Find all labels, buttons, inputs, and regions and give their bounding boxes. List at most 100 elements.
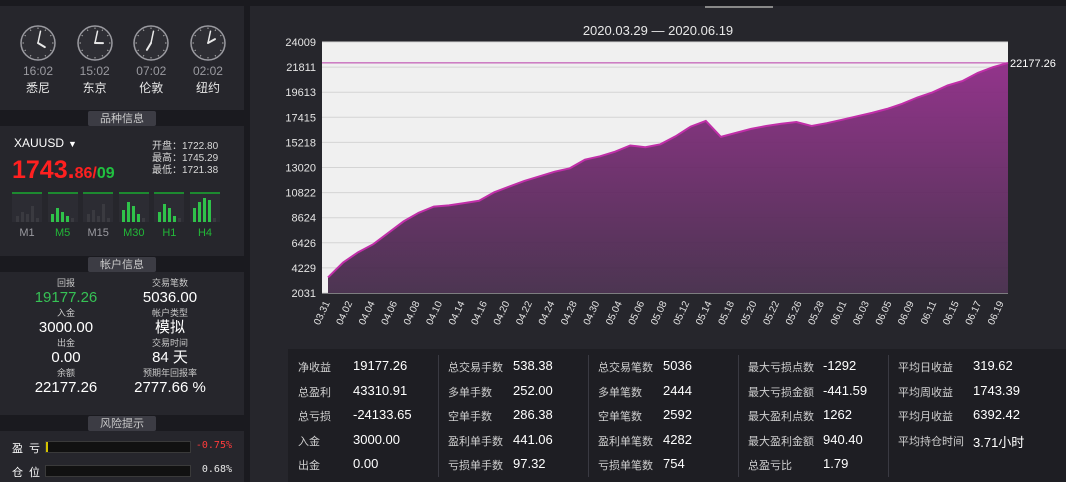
profit-label: 回报 <box>56 278 75 288</box>
stat-label: 盈利单笔数 <box>598 434 653 448</box>
world-clocks: 16:02 悉尼 15:02 东京 07:02 伦敦 02:02 纽约 <box>18 24 228 96</box>
timeframe-m30[interactable]: M30 <box>118 192 149 239</box>
stat-label: 亏损单手数 <box>448 459 503 472</box>
clock-time: 02:02 <box>192 64 223 78</box>
account-balance: 余额 22177.26 <box>16 368 116 397</box>
stat-value: 1743.39 <box>973 382 1020 398</box>
section-title: 风险提示 <box>88 416 156 431</box>
timeframe-label: H1 <box>162 227 177 239</box>
equity-chart: 24009 21811 19613 17415 15218 13020 10822 8624 6… <box>285 37 1055 327</box>
stat-value: 538.38 <box>513 358 553 373</box>
x-tick-label: 06.15 <box>941 299 962 327</box>
stat-label: 最大亏损点数 <box>748 361 814 374</box>
y-tick-label: 15218 <box>285 137 316 149</box>
x-tick-label: 04.02 <box>335 299 356 327</box>
stat-label: 空单笔数 <box>598 410 642 423</box>
stat-label: 平均日收益 <box>898 361 953 374</box>
stat-value: 19177.26 <box>353 358 408 373</box>
timeframe-h4[interactable]: H4 <box>189 192 220 239</box>
section-header-risk: 风险提示 <box>0 415 244 431</box>
x-tick-label: 06.17 <box>964 299 985 327</box>
clock-icon <box>133 25 170 61</box>
stats-divider <box>738 355 739 477</box>
clock-icon <box>190 25 226 61</box>
high-price: 最高：1745.29 <box>152 153 219 164</box>
x-tick-label: 05.08 <box>649 299 670 327</box>
stat-value: -24133.65 <box>353 407 412 422</box>
x-tick-label: 05.06 <box>627 299 648 327</box>
stat-label: 总盈亏比 <box>748 459 792 472</box>
stat-value: -1292 <box>823 358 857 373</box>
account-withdraw: 出金 0.00 <box>16 338 116 367</box>
x-tick-label: 04.06 <box>380 299 401 327</box>
price-alt: 09 <box>96 165 115 182</box>
low-price: 最低：1721.38 <box>152 165 219 176</box>
x-tick-label: 05.22 <box>762 299 783 327</box>
profit-value: 19177.26 <box>34 289 98 306</box>
stat-label: 多单笔数 <box>598 385 642 399</box>
risk-label: 盈亏 <box>12 442 46 455</box>
signal-bars <box>118 192 149 222</box>
stats-divider <box>888 355 889 477</box>
x-tick-label: 05.18 <box>717 299 738 327</box>
stat-value: 3000.00 <box>353 431 400 447</box>
risk-bar <box>45 465 191 477</box>
price-fraction: 86 <box>74 165 93 182</box>
caret-down-icon: ▼ <box>68 139 77 149</box>
period-label: 交易时间 <box>151 338 188 348</box>
x-tick-label: 05.28 <box>806 299 827 327</box>
stat-label: 总盈利 <box>298 385 331 399</box>
x-tick-label: 06.09 <box>896 299 917 327</box>
x-tick-label: 04.22 <box>514 299 535 327</box>
open-price: 开盘：1722.80 <box>152 141 219 152</box>
type-label: 帐户类型 <box>151 308 188 318</box>
balance-label: 余额 <box>56 368 75 378</box>
timeframe-m15[interactable]: M15 <box>83 192 114 239</box>
stat-label: 多单手数 <box>448 385 492 399</box>
symbol-name: XAUUSD <box>14 136 65 150</box>
x-tick-label: 06.19 <box>986 299 1007 327</box>
x-tick-label: 05.14 <box>694 299 715 327</box>
clock-time: 07:02 <box>136 64 167 78</box>
timeframe-m5[interactable]: M5 <box>47 192 78 239</box>
y-tick-label: 10822 <box>285 188 316 200</box>
clock-newyork: 02:02 纽约 <box>188 24 228 96</box>
x-tick-label: 06.03 <box>851 299 872 327</box>
stat-value: 3.71小时 <box>973 434 1025 450</box>
risk-fill <box>46 442 48 452</box>
x-tick-label: 04.16 <box>469 299 490 327</box>
timeframe-label: M1 <box>19 227 35 239</box>
stat-value: 754 <box>663 456 685 471</box>
y-tick-label: 19613 <box>285 87 316 99</box>
x-tick-label: 04.24 <box>537 299 558 327</box>
x-tick-label: 04.28 <box>559 299 580 327</box>
clock-city: 悉尼 <box>25 81 50 95</box>
clock-sydney: 16:02 悉尼 <box>18 24 58 96</box>
timeframe-label: H4 <box>197 227 212 239</box>
account-period: 交易时间 84 天 <box>120 338 220 367</box>
timeframe-h1[interactable]: H1 <box>154 192 185 239</box>
stat-label: 平均周收益 <box>898 385 953 399</box>
stat-value: 441.06 <box>513 431 553 447</box>
risk-label: 仓位 <box>12 466 46 479</box>
timeframe-m1[interactable]: M1 <box>12 192 42 239</box>
account-type: 帐户类型 模拟 <box>120 308 220 337</box>
clock-london: 07:02 伦敦 <box>131 24 171 96</box>
clock-city: 东京 <box>82 81 107 95</box>
stat-value: 43310.91 <box>353 382 408 398</box>
symbol-selector[interactable]: XAUUSD ▼ <box>14 136 77 150</box>
y-tick-label: 2031 <box>292 288 316 300</box>
clock-city: 纽约 <box>195 81 220 95</box>
y-tick-label: 6426 <box>292 238 316 250</box>
clock-city: 伦敦 <box>139 81 164 95</box>
timeframe-label: M30 <box>123 227 145 239</box>
equity-line <box>327 61 1009 279</box>
clock-time: 16:02 <box>22 64 54 78</box>
timeframe-label: M15 <box>87 227 109 239</box>
clock-icon <box>76 25 113 61</box>
stat-label: 入金 <box>298 434 320 448</box>
current-price: 1743.86/09 <box>12 156 115 185</box>
stat-label: 出金 <box>298 459 320 472</box>
signal-bars <box>47 192 78 222</box>
section-header-account: 帐户信息 <box>0 256 244 272</box>
